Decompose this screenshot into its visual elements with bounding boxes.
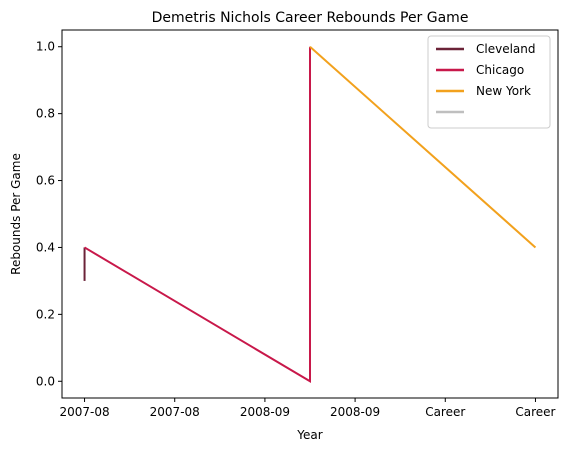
y-tick-label: 0.0 <box>36 374 55 388</box>
plot-area-frame <box>61 29 559 399</box>
plot-lines <box>83 45 537 384</box>
legend-frame <box>427 35 551 129</box>
x-axis: 2007-08 2007-08 2008-09 2008-09 Career Career <box>59 398 556 419</box>
y-tick-label: 0.4 <box>36 240 55 254</box>
series-line-chicago <box>84 46 311 384</box>
legend: Cleveland Chicago New York <box>427 35 551 129</box>
legend-label-chicago: Chicago <box>476 63 524 77</box>
x-tick-label: 2007-08 <box>59 405 109 419</box>
x-axis-label: Year <box>296 428 322 442</box>
legend-label-new-york: New York <box>476 84 531 98</box>
y-tick-label: 1.0 <box>36 40 55 54</box>
y-axis: 0.0 0.2 0.4 0.6 0.8 1.0 <box>36 40 62 388</box>
x-tick-label: 2007-08 <box>150 405 200 419</box>
y-tick-label: 0.6 <box>36 174 55 188</box>
y-axis-label: Rebounds Per Game <box>9 153 23 275</box>
y-tick-label: 0.8 <box>36 107 55 121</box>
x-tick-label: Career <box>515 405 555 419</box>
y-tick-label: 0.2 <box>36 307 55 321</box>
x-tick-label: 2008-09 <box>330 405 380 419</box>
series-line-new-york <box>309 45 537 249</box>
chart-title: Demetris Nichols Career Rebounds Per Gam… <box>152 10 469 26</box>
x-tick-label: 2008-09 <box>240 405 290 419</box>
x-tick-label: Career <box>425 405 465 419</box>
legend-label-cleveland: Cleveland <box>476 42 536 56</box>
